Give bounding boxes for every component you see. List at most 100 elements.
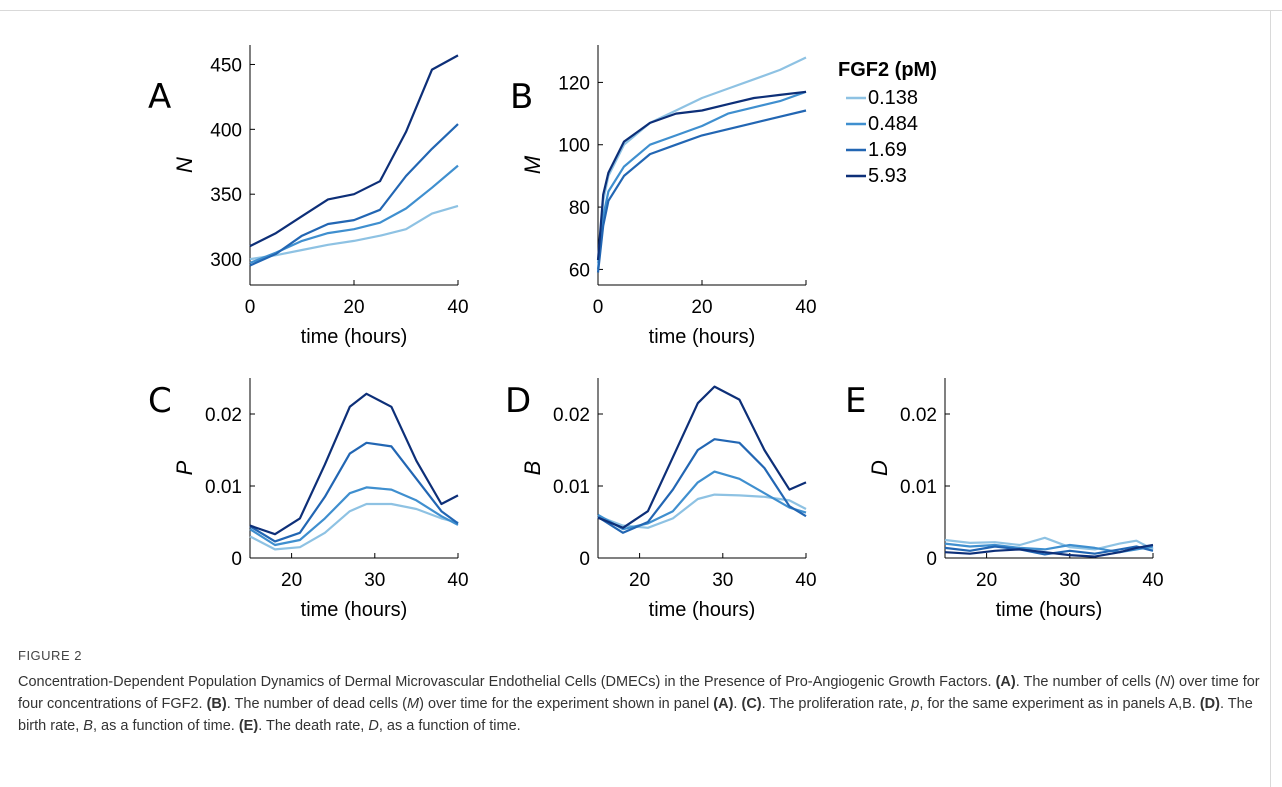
legend-entry-0.484: 0.484 (868, 113, 918, 135)
series-line-1.69 (249, 123, 459, 267)
series-line-5.93 (249, 392, 459, 536)
x-tick-label: 40 (447, 297, 468, 318)
series-line-1.69 (596, 109, 807, 273)
series-line-5.93 (597, 385, 807, 529)
caption-segment-5: (B) (206, 696, 227, 712)
panel-letter-b: B (510, 77, 533, 117)
caption-segment-1: (A) (995, 674, 1016, 690)
y-tick-label: 0 (231, 549, 242, 570)
caption-segment-21: D (368, 718, 379, 734)
panel-letter-a: A (148, 77, 171, 117)
caption-segment-4: ) over time for four concentrations of F… (18, 674, 1260, 712)
y-tick-label: 400 (210, 120, 242, 141)
caption-segment-18: , as a function of time. (92, 718, 239, 734)
y-tick-label: 60 (569, 260, 590, 281)
x-tick-label: 0 (245, 297, 256, 318)
x-tick-label: 20 (691, 297, 712, 318)
x-tick-label: 30 (364, 570, 385, 591)
caption-segment-13: p (911, 696, 920, 712)
series-line-0.484 (596, 90, 807, 270)
x-tick-label: 20 (976, 570, 997, 591)
caption-segment-12: . The proliferation rate, (761, 696, 912, 712)
caption-segment-15: (D) (1199, 696, 1220, 712)
caption-segment-20: . The death rate, (258, 718, 369, 734)
series-line-0.138 (596, 56, 807, 264)
series-line-0.484 (249, 164, 459, 264)
x-tick-label: 0 (593, 297, 604, 318)
y-tick-label: 300 (210, 250, 242, 271)
panel-letter-d: D (505, 381, 531, 421)
series-line-0.138 (249, 502, 459, 551)
y-tick-label: 450 (210, 55, 242, 76)
y-tick-label: 0 (579, 549, 590, 570)
legend: FGF2 (pM) 0.138 0.484 1.69 5.93 (838, 59, 937, 187)
x-axis-label: time (hours) (649, 599, 756, 621)
series-line-5.93 (249, 54, 459, 248)
x-axis-label: time (hours) (301, 599, 408, 621)
y-tick-label: 0.02 (205, 405, 242, 426)
x-axis-label: time (hours) (649, 326, 756, 348)
figure-label: FIGURE 2 (18, 648, 82, 663)
y-tick-label: 0 (926, 549, 937, 570)
panel-letter-e: E (845, 381, 866, 421)
figure-caption-block: FIGURE 2 Concentration-Dependent Populat… (18, 645, 1263, 737)
x-tick-label: 40 (1142, 570, 1163, 591)
series-line-0.138 (249, 204, 459, 261)
y-tick-label: 0.02 (900, 405, 937, 426)
y-axis-label: B (520, 461, 545, 476)
figure-frame-right-border (1270, 10, 1271, 787)
legend-entry-1.69: 1.69 (868, 139, 907, 161)
figure-frame-top-border (0, 10, 1282, 11)
caption-segment-19: (E) (238, 718, 259, 734)
x-tick-label: 20 (281, 570, 302, 591)
panel-letter-c: C (148, 381, 172, 421)
caption-segment-11: (C) (741, 696, 762, 712)
y-tick-label: 0.01 (553, 477, 590, 498)
x-tick-label: 30 (712, 570, 733, 591)
caption-segment-9: (A) (713, 696, 734, 712)
caption-segment-14: , for the same experiment as in panels A… (919, 696, 1200, 712)
series-line-0.484 (597, 470, 807, 531)
series-line-1.69 (249, 441, 459, 543)
series-line-0.138 (944, 536, 1154, 551)
caption-segment-2: . The number of cells ( (1015, 674, 1160, 690)
caption-segment-17: B (83, 718, 93, 734)
panel-a: A 300 350 400 450 0 20 40 time (hours) N (148, 45, 469, 348)
panel-b: B 60 80 100 120 0 20 40 time (hours) M (510, 45, 817, 348)
panel-c: C 0 0.01 0.02 20 30 40 time (hours) P (148, 378, 469, 621)
x-tick-label: 40 (795, 297, 816, 318)
y-axis-label: D (867, 460, 892, 476)
caption-segment-7: M (407, 696, 420, 712)
x-tick-label: 20 (343, 297, 364, 318)
y-tick-label: 0.01 (900, 477, 937, 498)
y-tick-label: 120 (558, 73, 590, 94)
y-tick-label: 0.01 (205, 477, 242, 498)
y-tick-label: 350 (210, 185, 242, 206)
x-tick-label: 40 (447, 570, 468, 591)
caption-segment-22: , as a function of time. (378, 718, 521, 734)
panel-e: E 0 0.01 0.02 20 30 40 time (hours) D (845, 378, 1164, 621)
y-tick-label: 100 (558, 136, 590, 157)
x-axis-label: time (hours) (996, 599, 1103, 621)
caption-segment-6: . The number of dead cells ( (226, 696, 408, 712)
series-line-1.69 (597, 438, 807, 534)
y-axis-label: P (172, 460, 197, 475)
caption-segment-8: ) over time for the experiment shown in … (419, 696, 714, 712)
caption-segment-3: N (1159, 674, 1171, 690)
panel-d: D 0 0.01 0.02 20 30 40 time (hours) B (505, 378, 817, 621)
y-tick-label: 80 (569, 198, 590, 219)
caption-segment-0: Concentration-Dependent Population Dynam… (18, 674, 996, 690)
series-line-0.484 (249, 486, 459, 547)
series-line-5.93 (944, 543, 1154, 558)
caption-segment-16: . The birth rate, (18, 696, 1253, 734)
x-tick-label: 20 (629, 570, 650, 591)
x-tick-label: 40 (795, 570, 816, 591)
legend-entry-5.93: 5.93 (868, 165, 907, 187)
series-line-5.93 (596, 90, 807, 261)
x-tick-label: 30 (1059, 570, 1080, 591)
x-axis-label: time (hours) (301, 326, 408, 348)
caption-segment-10: . (733, 696, 742, 712)
legend-title: FGF2 (pM) (838, 59, 937, 81)
figure-caption: Concentration-Dependent Population Dynam… (18, 671, 1263, 737)
